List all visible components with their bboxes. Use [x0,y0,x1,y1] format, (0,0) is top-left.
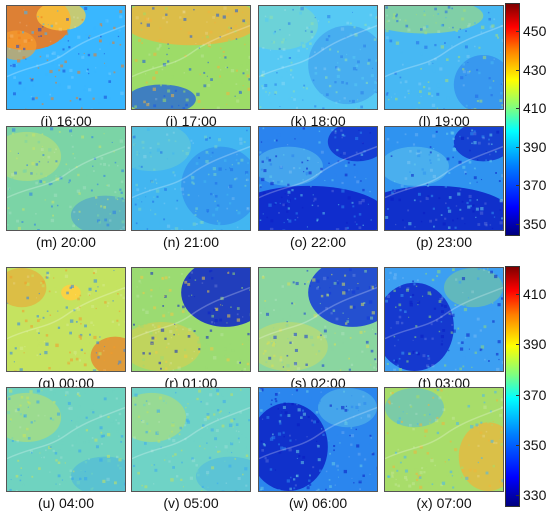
colorbar-tick-mark [516,146,520,148]
colorbar-tick-mark [516,344,520,346]
colorbar-tick-mark [516,224,520,225]
panel-caption: (w) 06:00 [288,495,348,511]
colorbar-tick-label: 450 [523,23,547,39]
map-panel [131,5,251,110]
map-panel [384,126,504,231]
map-panel [6,5,126,110]
panel-caption: (n) 21:00 [162,234,220,250]
panel-caption: (u) 04:00 [37,495,95,511]
panel-caption: (m) 20:00 [36,234,96,250]
panel-caption: (v) 05:00 [163,495,219,511]
map-panel [384,267,504,372]
colorbar-tick-label: 410 [523,286,547,302]
panel-caption: (k) 18:00 [290,113,346,129]
colorbar-tick-label: 430 [523,61,547,78]
map-panel [384,5,504,110]
panel-caption: (o) 22:00 [289,234,347,250]
map-panel [384,387,504,492]
colorbar-tick-mark [516,495,520,496]
colorbar-bottom [505,266,520,507]
panel-caption: (j) 17:00 [165,113,217,129]
map-panel [258,267,378,372]
colorbar-tick-label: 350 [523,436,547,453]
panel-caption: (p) 23:00 [415,234,473,250]
colorbar-tick-mark [516,185,520,187]
map-panel [6,267,126,372]
colorbar-tick-label: 370 [523,386,547,403]
colorbar-tick-label: 330 [523,487,547,503]
colorbar-tick-label: 410 [523,100,547,117]
map-panel [131,126,251,231]
colorbar-tick-label: 350 [523,216,547,232]
map-panel [131,267,251,372]
colorbar-tick-label: 390 [523,336,547,353]
colorbar-tick-mark [516,31,520,32]
colorbar-tick-mark [516,394,520,396]
map-panel [258,5,378,110]
map-panel [258,126,378,231]
panel-caption: (l) 19:00 [418,113,470,129]
map-panel [131,387,251,492]
map-panel [6,387,126,492]
panel-caption: (i) 16:00 [40,113,92,129]
colorbar-top [505,3,520,236]
colorbar-tick-mark [516,69,520,71]
colorbar-tick-label: 370 [523,177,547,194]
colorbar-tick-label: 390 [523,138,547,155]
map-panel [6,126,126,231]
map-panel [258,387,378,492]
colorbar-tick-mark [516,108,520,110]
panel-caption: (x) 07:00 [416,495,472,511]
colorbar-tick-mark [516,294,520,295]
colorbar-tick-mark [516,444,520,446]
